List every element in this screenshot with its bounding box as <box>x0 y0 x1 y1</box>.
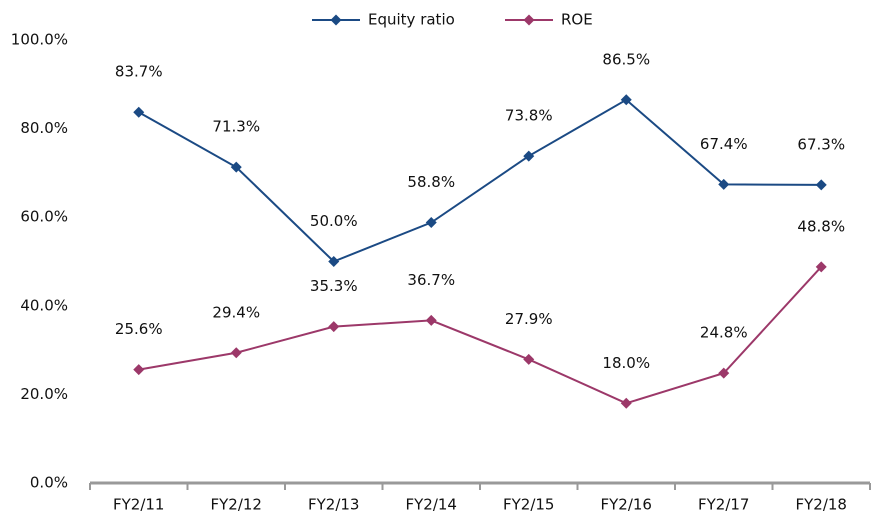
x-tick-label: FY2/15 <box>503 496 554 513</box>
point-marker <box>523 150 535 162</box>
point-marker <box>815 179 827 191</box>
data-label: 67.4% <box>700 135 748 153</box>
series-line <box>138 266 822 405</box>
legend-label: Equity ratio <box>368 11 455 29</box>
data-label: 71.3% <box>212 118 260 136</box>
data-label: 48.8% <box>797 217 845 235</box>
data-label: 73.8% <box>505 107 553 125</box>
data-label: 25.6% <box>115 320 163 338</box>
data-label: 36.7% <box>407 271 455 289</box>
data-label: 24.8% <box>700 324 748 342</box>
x-tick-label: FY2/11 <box>113 496 164 513</box>
x-tick-label: FY2/13 <box>308 496 359 513</box>
point-marker <box>230 347 242 359</box>
x-tick-label: FY2/17 <box>698 496 749 513</box>
data-label: 86.5% <box>602 50 650 68</box>
data-label: 58.8% <box>407 173 455 191</box>
point-marker <box>425 217 437 229</box>
point-marker <box>230 161 242 173</box>
x-tick-label: FY2/16 <box>601 496 652 513</box>
point-marker <box>718 178 730 190</box>
y-tick-label: 0.0% <box>30 474 68 492</box>
point-marker <box>328 321 340 333</box>
point-marker <box>328 256 340 267</box>
data-label: 27.9% <box>505 310 553 328</box>
x-tick-label: FY2/18 <box>796 496 847 513</box>
data-label: 67.3% <box>797 135 845 153</box>
point-marker <box>425 314 437 326</box>
y-tick-label: 40.0% <box>20 296 68 314</box>
legend-marker <box>523 14 535 26</box>
data-label: 50.0% <box>310 212 358 230</box>
legend-marker <box>330 14 342 26</box>
y-tick-label: 100.0% <box>11 31 68 49</box>
x-tick-label: FY2/12 <box>211 496 262 513</box>
y-tick-label: 80.0% <box>20 119 68 137</box>
point-marker <box>620 94 632 106</box>
point-marker <box>523 353 535 365</box>
point-marker <box>620 397 632 409</box>
y-tick-label: 20.0% <box>20 385 68 403</box>
point-marker <box>815 261 827 273</box>
point-marker <box>133 106 145 118</box>
point-marker <box>133 364 145 376</box>
data-label: 29.4% <box>212 303 260 321</box>
x-tick-label: FY2/14 <box>406 496 457 513</box>
data-label: 18.0% <box>602 354 650 372</box>
series-line <box>138 98 822 263</box>
point-marker <box>718 367 730 379</box>
y-tick-label: 60.0% <box>20 208 68 226</box>
data-label: 35.3% <box>310 277 358 295</box>
legend-label: ROE <box>561 11 593 29</box>
data-label: 83.7% <box>115 63 163 81</box>
